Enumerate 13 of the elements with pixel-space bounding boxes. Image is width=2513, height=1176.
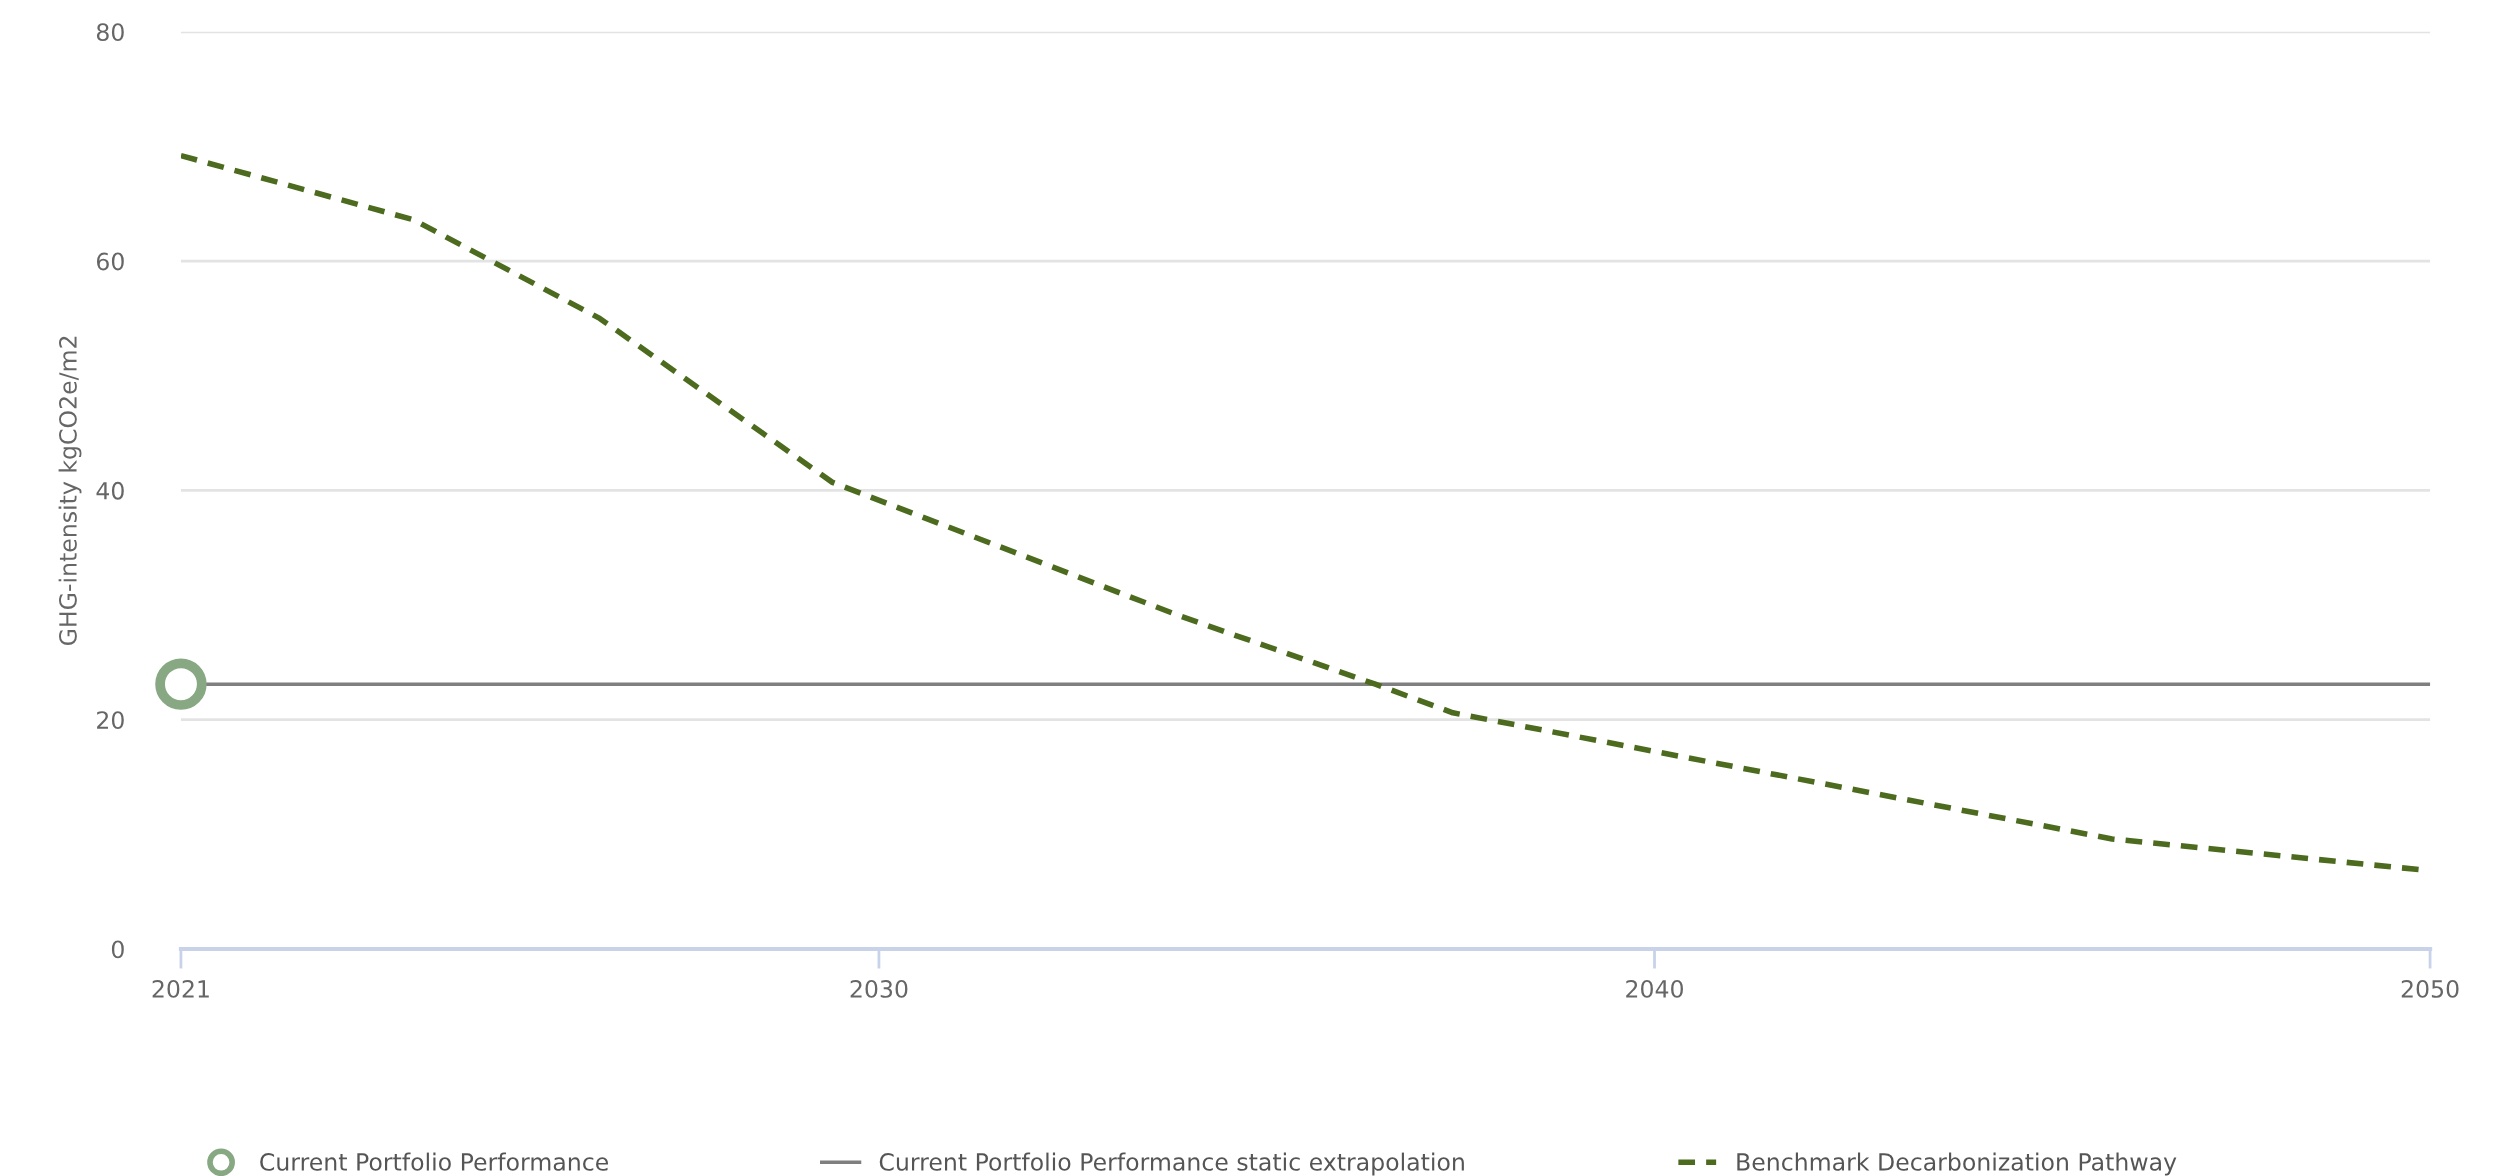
- x-tick-label: 2030: [850, 980, 908, 998]
- x-tick-label: 2050: [2401, 980, 2459, 998]
- legend-label: Current Portfolio Performance: [260, 1152, 608, 1171]
- y-tick-label: 40: [96, 481, 124, 500]
- x-tick-label: 2040: [1626, 980, 1683, 998]
- y-axis-title: GHG-intensity kgCO2e/m2: [58, 336, 82, 646]
- y-tick-label: 20: [97, 711, 124, 730]
- x-tick-label: 2021: [152, 980, 209, 998]
- legend-label: Current Portfolio Performance static extrapolation: [879, 1152, 1464, 1176]
- y-tick-label: 60: [96, 252, 124, 271]
- y-tick-label: 0: [111, 940, 124, 959]
- y-tick-label: 80: [96, 23, 124, 42]
- legend-label: Benchmark Decarbonization Pathway: [1737, 1152, 2177, 1176]
